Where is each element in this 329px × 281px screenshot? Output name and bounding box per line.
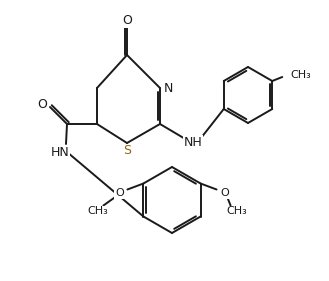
Text: N: N	[163, 81, 173, 94]
Text: O: O	[220, 189, 229, 198]
Text: CH₃: CH₃	[226, 207, 247, 216]
Text: CH₃: CH₃	[290, 70, 311, 80]
Text: S: S	[123, 144, 131, 157]
Text: CH₃: CH₃	[87, 207, 108, 216]
Text: O: O	[115, 189, 124, 198]
Text: O: O	[122, 15, 132, 28]
Text: HN: HN	[51, 146, 69, 158]
Text: O: O	[37, 98, 47, 110]
Text: NH: NH	[184, 135, 202, 148]
